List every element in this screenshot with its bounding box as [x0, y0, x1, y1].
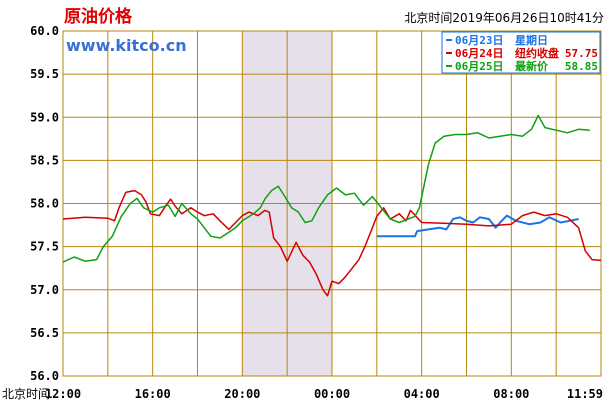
series-line-1 [376, 214, 579, 238]
legend-date: 06月24日 [455, 47, 504, 60]
series-lines [62, 114, 602, 297]
timestamp-label: 北京时间2019年06月26日10时41分 [404, 11, 604, 25]
legend-box [441, 31, 601, 74]
x-tick-label: 11:59 [567, 387, 603, 401]
x-tick-label: 16:00 [135, 387, 171, 401]
x-tick-label: 08:00 [493, 387, 529, 401]
series-line-3 [62, 114, 590, 263]
plot-frame [62, 30, 602, 377]
legend-label: 纽约收盘 [515, 46, 559, 60]
legend-date: 06月23日 [455, 34, 504, 47]
x-tick-label: 20:00 [224, 387, 260, 401]
y-tick-label: 57.0 [30, 283, 59, 297]
watermark-logo: www.kitco.cn [66, 36, 187, 55]
legend-label: 最新价 [515, 59, 549, 73]
y-tick-label: 60.0 [30, 24, 59, 38]
y-axis: 56.0 56.5 57.0 57.5 58.0 58.5 59.0 59.5 60.0 [30, 24, 59, 383]
legend-label: 星期日 [515, 33, 548, 47]
x-tick-label: 12:00 [45, 387, 81, 401]
y-tick-label: 56.0 [30, 369, 59, 383]
x-tick-label: 00:00 [314, 387, 350, 401]
y-tick-label: 59.0 [30, 110, 59, 124]
legend-value: 58.85 [565, 60, 598, 73]
y-tick-label: 56.5 [30, 326, 59, 340]
x-axis-prefix: 北京时间 [2, 387, 50, 401]
y-tick-label: 57.5 [30, 240, 59, 254]
y-tick-label: 58.5 [30, 153, 59, 167]
series-line-2 [62, 189, 602, 297]
legend: 06月23日 星期日 06月24日 纽约收盘 57.75 06月25日 最新价 58.85 [441, 31, 601, 74]
legend-value: 57.75 [565, 47, 598, 60]
grid-lines [62, 30, 602, 377]
chart-title: 原油价格 [64, 6, 133, 27]
legend-date: 06月25日 [455, 60, 504, 73]
y-tick-label: 59.5 [30, 67, 59, 81]
y-tick-label: 58.0 [30, 197, 59, 211]
x-tick-label: 04:00 [404, 387, 440, 401]
